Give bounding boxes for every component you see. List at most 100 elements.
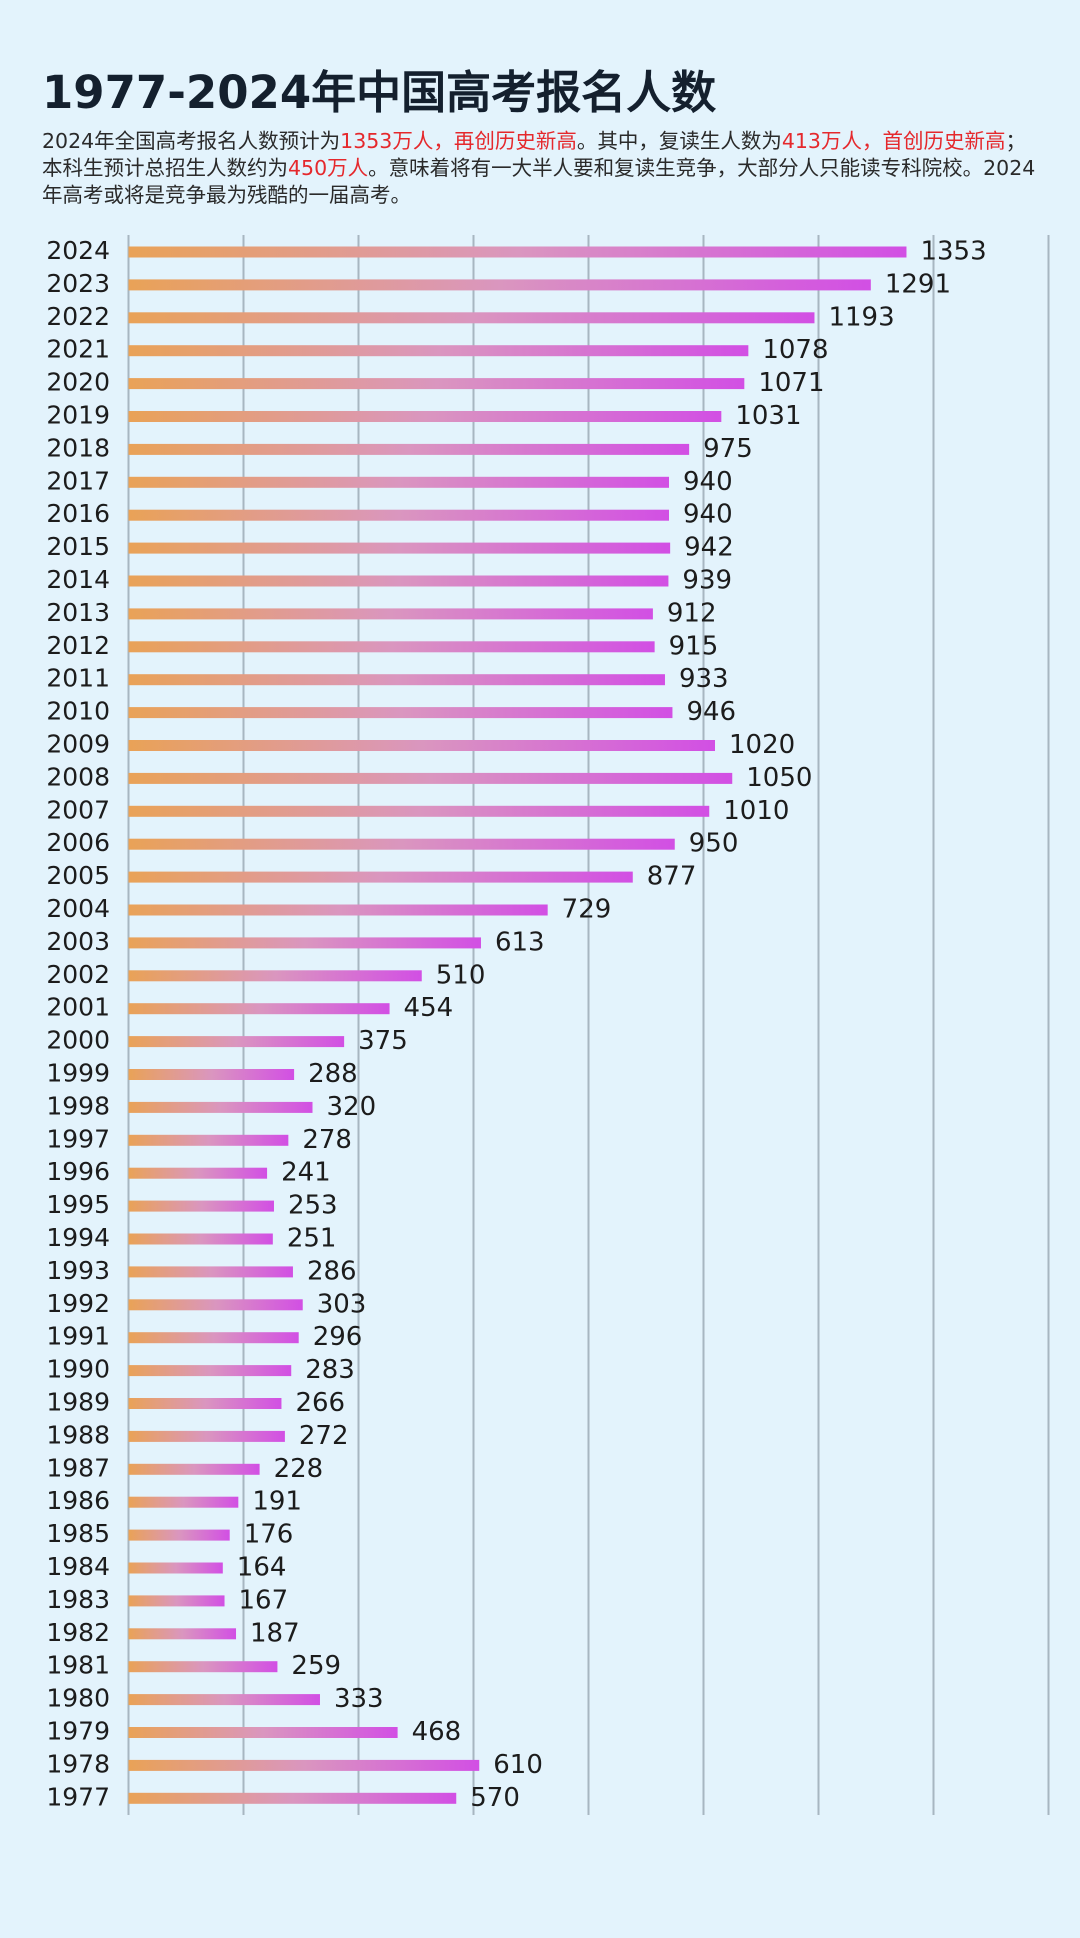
y-tick-label: 1991 bbox=[46, 1322, 110, 1351]
y-tick-label: 2011 bbox=[46, 664, 110, 693]
y-tick-label: 1987 bbox=[46, 1453, 110, 1482]
y-tick-label: 1977 bbox=[46, 1782, 110, 1811]
bar bbox=[128, 443, 690, 455]
value-label: 510 bbox=[436, 960, 486, 990]
value-label: 320 bbox=[327, 1092, 377, 1122]
bar bbox=[128, 1233, 273, 1245]
value-label: 613 bbox=[495, 927, 545, 957]
value-label: 729 bbox=[562, 895, 612, 925]
y-tick-label: 2013 bbox=[46, 598, 110, 627]
bar bbox=[128, 279, 871, 291]
bar bbox=[128, 937, 481, 949]
value-label: 1050 bbox=[746, 763, 812, 793]
bar bbox=[128, 1595, 225, 1607]
y-tick-label: 2008 bbox=[46, 762, 110, 791]
bar bbox=[128, 1628, 237, 1640]
bar bbox=[128, 411, 722, 422]
bar bbox=[128, 1562, 223, 1574]
bar bbox=[128, 1430, 285, 1442]
y-tick-label: 2003 bbox=[46, 927, 110, 956]
value-label: 1010 bbox=[723, 796, 789, 826]
y-tick-label: 1978 bbox=[46, 1749, 110, 1778]
value-label: 266 bbox=[295, 1388, 345, 1418]
value-label: 975 bbox=[703, 434, 753, 464]
value-label: 912 bbox=[667, 598, 717, 628]
value-label: 228 bbox=[274, 1454, 324, 1484]
bar bbox=[128, 805, 710, 817]
y-tick-label: 1982 bbox=[46, 1618, 110, 1647]
bar bbox=[128, 970, 422, 982]
bar bbox=[128, 1266, 293, 1278]
value-label: 1353 bbox=[920, 237, 986, 267]
value-label: 253 bbox=[288, 1191, 338, 1221]
chart-title: 1977-2024年中国高考报名人数 bbox=[42, 66, 717, 119]
y-tick-label: 1992 bbox=[46, 1289, 110, 1318]
value-label: 187 bbox=[250, 1618, 300, 1648]
bar bbox=[128, 1036, 345, 1048]
y-tick-label: 2006 bbox=[46, 828, 110, 857]
bar bbox=[128, 871, 633, 883]
value-label: 259 bbox=[291, 1651, 341, 1681]
value-label: 303 bbox=[317, 1289, 367, 1319]
y-tick-label: 1984 bbox=[46, 1552, 110, 1581]
value-label: 1031 bbox=[735, 401, 801, 431]
value-label: 454 bbox=[404, 993, 454, 1023]
bar bbox=[128, 509, 669, 521]
value-label: 176 bbox=[244, 1520, 294, 1550]
y-tick-label: 1999 bbox=[46, 1059, 110, 1088]
value-label: 1020 bbox=[729, 730, 795, 760]
y-tick-label: 2018 bbox=[46, 433, 110, 462]
y-tick-label: 2000 bbox=[46, 1026, 110, 1055]
bar bbox=[128, 345, 749, 357]
value-label: 296 bbox=[313, 1322, 363, 1352]
y-tick-label: 1996 bbox=[46, 1157, 110, 1186]
y-tick-label: 2010 bbox=[46, 697, 110, 726]
bar bbox=[128, 378, 745, 390]
y-tick-label: 2009 bbox=[46, 730, 110, 759]
y-tick-label: 2005 bbox=[46, 861, 110, 890]
bar bbox=[128, 1529, 230, 1541]
bar bbox=[128, 1759, 480, 1771]
subtitle-segment: 413万人，首创历史新高 bbox=[781, 129, 1006, 153]
y-tick-label: 1980 bbox=[46, 1684, 110, 1713]
y-tick-label: 1986 bbox=[46, 1486, 110, 1515]
bar bbox=[128, 312, 815, 324]
y-tick-label: 1998 bbox=[46, 1091, 110, 1120]
subtitle-segment: 2024年全国高考报名人数预计为 bbox=[42, 129, 341, 153]
y-tick-label: 1989 bbox=[46, 1388, 110, 1417]
y-tick-label: 1988 bbox=[46, 1420, 110, 1449]
value-label: 1193 bbox=[828, 302, 894, 332]
value-label: 251 bbox=[287, 1224, 337, 1254]
y-tick-label: 1994 bbox=[46, 1223, 110, 1252]
value-label: 1078 bbox=[762, 335, 828, 365]
y-tick-label: 2001 bbox=[46, 993, 110, 1022]
y-tick-label: 1990 bbox=[46, 1355, 110, 1384]
bar bbox=[128, 246, 907, 258]
value-label: 191 bbox=[252, 1487, 302, 1517]
subtitle-segment: 。意味着将有一大半人要和复读生竞争，大部分人只能读专科院校。2024年高考或将是… bbox=[42, 156, 1036, 207]
subtitle-segment: 。其中，复读生人数为 bbox=[576, 129, 782, 153]
value-label: 1071 bbox=[758, 368, 824, 398]
y-tick-label: 1985 bbox=[46, 1519, 110, 1548]
value-label: 468 bbox=[412, 1717, 462, 1747]
bar bbox=[128, 1167, 268, 1179]
value-label: 933 bbox=[679, 664, 729, 694]
subtitle-segment: 450万人 bbox=[288, 156, 369, 180]
value-label: 375 bbox=[358, 1026, 408, 1056]
y-tick-label: 2019 bbox=[46, 401, 110, 430]
bar bbox=[128, 707, 673, 719]
value-label: 288 bbox=[308, 1059, 358, 1089]
y-tick-label: 2007 bbox=[46, 795, 110, 824]
bar bbox=[128, 772, 733, 784]
y-tick-label: 1993 bbox=[46, 1256, 110, 1285]
bar bbox=[128, 1101, 313, 1113]
value-label: 283 bbox=[305, 1355, 355, 1385]
bar bbox=[128, 838, 675, 850]
bar bbox=[128, 542, 671, 554]
bar bbox=[128, 1200, 274, 1212]
bar bbox=[128, 1398, 282, 1409]
y-tick-label: 2012 bbox=[46, 631, 110, 660]
y-tick-label: 2022 bbox=[46, 302, 110, 331]
bar bbox=[128, 1661, 278, 1673]
